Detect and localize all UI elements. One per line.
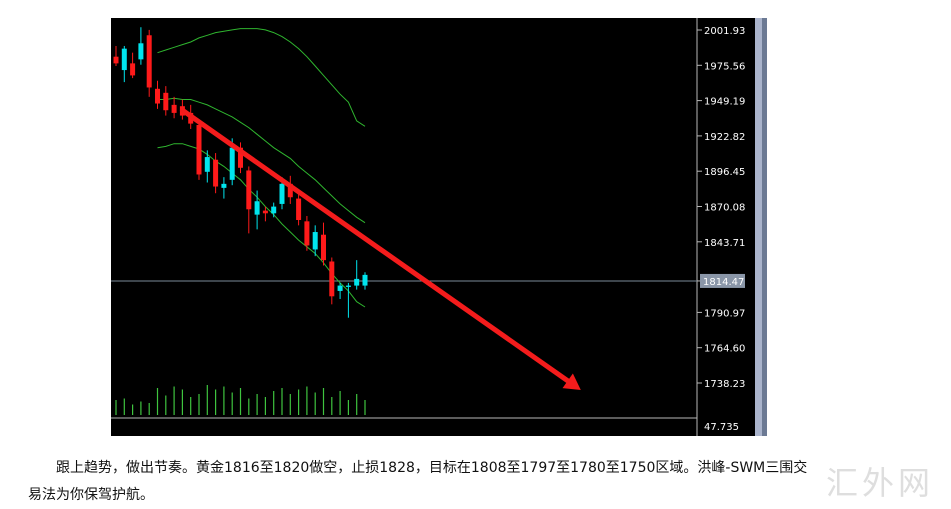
candle-body [229, 147, 235, 180]
price-tick-label: 2001.93 [704, 26, 745, 37]
candle-body [130, 63, 136, 76]
price-tick-label: 1949.19 [704, 97, 745, 108]
candle-body [171, 104, 177, 113]
candle-body [146, 35, 152, 88]
price-tick-label: 1738.23 [704, 379, 745, 390]
price-chart: 2001.93 1975.56 1949.19 1922.82 1896.45 1870.… [111, 18, 767, 436]
candle-body [329, 261, 335, 297]
price-tick-label: 1870.08 [704, 203, 745, 214]
candle-body [121, 48, 127, 71]
trend-arrow-head [562, 373, 581, 391]
analysis-caption: 跟上趋势，做出节奏。黄金1816至1820做空，止损1828，目标在1808至1… [28, 460, 808, 503]
candle-body [262, 210, 268, 214]
candle-body [362, 274, 368, 286]
volume-axis-label: 47.735 [704, 422, 739, 433]
candle-body [221, 183, 227, 188]
candle-body [337, 285, 343, 291]
candle-body [163, 92, 169, 111]
price-tick-label: 1975.56 [704, 61, 745, 72]
site-watermark: 汇外网 [826, 464, 935, 502]
candle-body [296, 198, 302, 220]
band-middle-line [157, 97, 366, 224]
current-price-label: 1814.47 [703, 277, 744, 288]
candle-body [271, 206, 277, 214]
scrollbar-track [755, 18, 762, 436]
price-tick-label: 1922.82 [704, 132, 745, 143]
candle-body [304, 221, 310, 246]
candle-body [238, 147, 243, 168]
candle-body [138, 43, 144, 60]
current-price-tag [700, 273, 745, 288]
price-axis-panel [697, 18, 755, 436]
price-tick-label: 1764.60 [704, 344, 745, 355]
candle-body [354, 278, 360, 286]
candle-body [113, 56, 119, 64]
candle-body [246, 170, 252, 210]
candle-body [312, 232, 318, 250]
band-upper-line [157, 28, 366, 127]
candle-body [196, 124, 202, 175]
price-tick-label: 1896.45 [704, 167, 745, 178]
chart-svg: 2001.93 1975.56 1949.19 1922.82 1896.45 1870.… [111, 18, 767, 436]
candle-body [345, 285, 351, 287]
chart-background [111, 18, 697, 418]
candle-body [287, 183, 293, 198]
volume-axis-panel [111, 418, 697, 436]
price-tick-label: 1843.71 [704, 238, 745, 249]
price-tick-label: 1790.97 [704, 308, 745, 319]
candle-body [155, 88, 160, 104]
candle-body [321, 234, 326, 261]
scrollbar-edge [762, 18, 767, 436]
trend-arrow-shaft [179, 107, 571, 384]
candle-body [204, 157, 210, 172]
candle-body [254, 201, 260, 215]
candle-body [213, 159, 219, 187]
candle-body [279, 183, 285, 204]
